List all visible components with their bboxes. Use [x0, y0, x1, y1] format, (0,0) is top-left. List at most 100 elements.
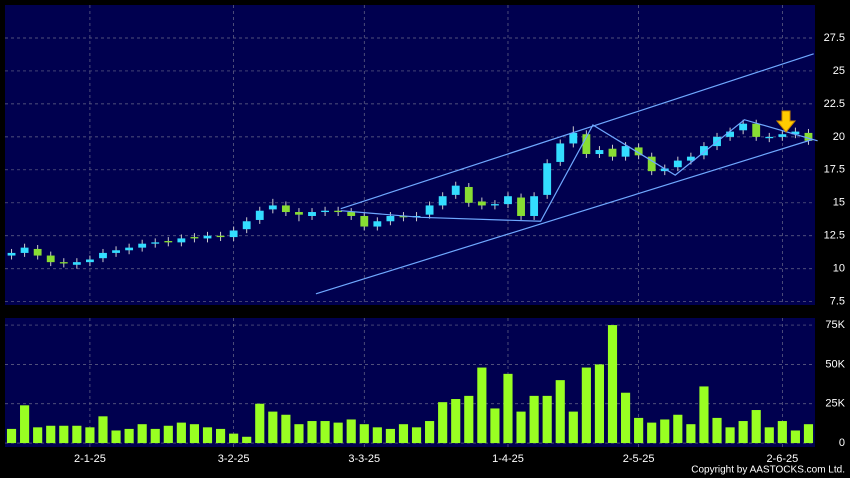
y-tick-label: 50K	[825, 358, 845, 370]
volume-bar	[529, 395, 539, 444]
candle-body	[386, 215, 395, 222]
volume-bar	[438, 402, 448, 444]
candle-body	[752, 123, 761, 137]
candle-body	[308, 212, 316, 216]
candle-body	[399, 215, 408, 218]
volume-bar	[516, 411, 526, 444]
volume-bar	[699, 386, 709, 444]
candle-body	[739, 123, 748, 131]
volume-bar	[124, 428, 134, 444]
volume-bar	[176, 422, 186, 444]
candle-body	[334, 210, 343, 213]
volume-bar	[751, 410, 761, 444]
candle-body	[59, 262, 68, 264]
candle-body	[673, 160, 682, 168]
candle-body	[778, 134, 787, 137]
signal-arrow	[775, 110, 797, 133]
volume-bar	[72, 425, 82, 444]
candle-body	[255, 210, 264, 220]
candle-body	[268, 205, 277, 210]
trend-line	[315, 138, 813, 295]
y-tick-label: 20	[833, 131, 845, 143]
volume-bar	[673, 414, 683, 444]
candle-body	[347, 212, 356, 216]
candle-body	[7, 252, 16, 256]
x-tick-label: 1-4-25	[492, 453, 524, 465]
volume-bar	[425, 421, 435, 444]
candle-body	[477, 201, 486, 206]
volume-bar	[359, 424, 369, 444]
volume-bar	[33, 427, 43, 444]
y-tick-label: 75K	[825, 319, 845, 331]
volume-bar	[398, 424, 409, 444]
volume-bar	[503, 373, 513, 444]
candle-body	[295, 212, 303, 215]
volume-bar	[725, 427, 735, 444]
candle-body	[765, 136, 774, 139]
volume-bar	[620, 392, 631, 444]
candle-body	[20, 247, 29, 253]
volume-bar	[294, 424, 304, 444]
volume-bar	[372, 427, 382, 444]
candle-body	[112, 250, 120, 253]
candle-body	[726, 131, 734, 137]
candle-body	[804, 132, 813, 141]
y-tick-label: 25K	[825, 398, 845, 410]
volume-bar	[686, 424, 696, 444]
candle-body	[151, 242, 160, 244]
y-tick-label: 22.5	[824, 98, 845, 110]
volume-bar	[568, 411, 578, 444]
candle-body	[530, 196, 539, 216]
volume-bar	[59, 425, 69, 444]
volume-bar	[385, 428, 395, 444]
volume-bar	[85, 427, 95, 444]
volume-bar	[555, 380, 565, 444]
candle-body	[543, 163, 552, 195]
candle-body	[125, 247, 134, 251]
volume-bar	[411, 427, 422, 444]
volume-bar	[451, 399, 461, 444]
volume-bar	[137, 424, 147, 444]
candle-body	[608, 148, 617, 157]
y-tick-label: 10	[833, 263, 845, 275]
candle-body	[99, 252, 107, 259]
candle-body	[595, 150, 604, 155]
y-tick-label: 17.5	[824, 164, 845, 176]
volume-bar	[320, 421, 330, 444]
volume-bar	[764, 427, 774, 444]
candle-body	[138, 243, 147, 248]
candle-body	[556, 143, 565, 162]
volume-bar	[660, 419, 670, 444]
volume-bar	[6, 428, 17, 444]
x-tick-label: 2-6-25	[766, 453, 798, 465]
y-tick-label: 12.5	[824, 230, 845, 242]
volume-bar	[111, 430, 121, 444]
candle-body	[164, 241, 173, 243]
volume-bar	[346, 419, 356, 444]
volume-bar	[581, 367, 591, 444]
volume-bar	[281, 414, 291, 444]
volume-bar	[268, 411, 278, 444]
candle-body	[203, 235, 212, 239]
candle-body	[451, 185, 460, 195]
candle-body	[425, 205, 434, 215]
volume-bar	[242, 436, 252, 444]
candle-body	[216, 235, 225, 238]
candle-body	[700, 146, 708, 156]
volume-bar	[255, 403, 265, 444]
x-tick-label: 2-1-25	[74, 453, 106, 465]
y-tick-label: 15	[833, 197, 845, 209]
candle-body	[504, 196, 512, 205]
y-tick-label: 25	[833, 65, 845, 77]
candle-body	[464, 186, 473, 203]
candle-body	[373, 221, 382, 227]
trend-line	[340, 53, 814, 210]
y-tick-label: 0	[839, 437, 845, 449]
candle-body	[229, 230, 238, 238]
candle-body	[686, 156, 695, 161]
volume-bar	[777, 421, 787, 444]
candle-body	[438, 196, 447, 206]
candle-body	[791, 131, 800, 135]
candle-body	[647, 156, 656, 172]
